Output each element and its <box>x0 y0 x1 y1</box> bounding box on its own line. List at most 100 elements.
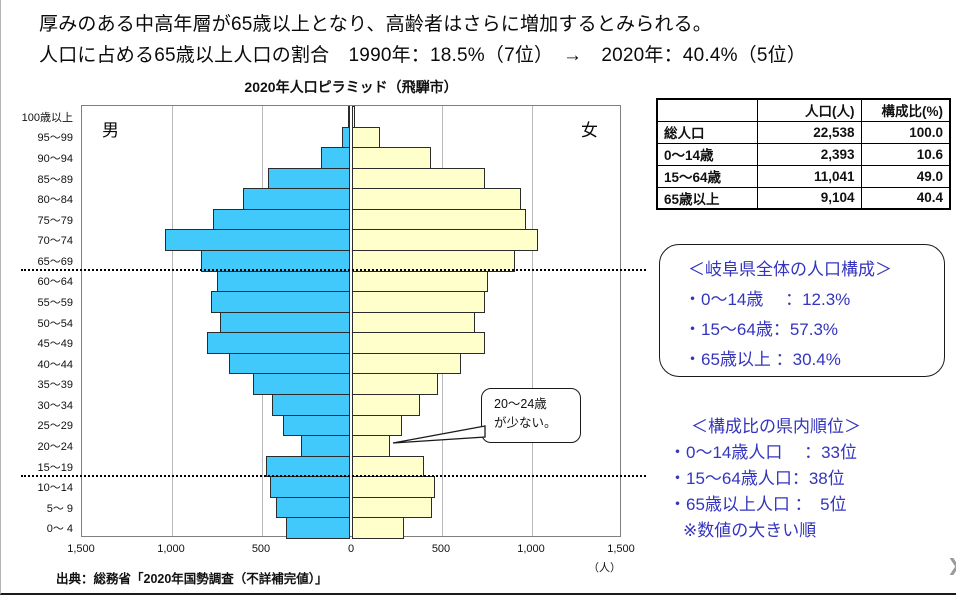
ranking-item: ・15〜64歳人口：38位 <box>669 469 845 488</box>
bar-male-30〜34 <box>271 394 350 416</box>
gridline <box>532 106 533 536</box>
row-65up-label: 65歳以上 <box>656 186 758 210</box>
ranking-item: ・65歳以上人口 ： 5位 <box>669 495 847 514</box>
bar-female-85〜89 <box>352 167 486 190</box>
bar-female-0〜 4 <box>352 517 405 539</box>
bar-female-90〜94 <box>352 147 432 169</box>
bar-male-35〜39 <box>252 373 350 395</box>
ranking-item: ・0〜14歳人口 ：33位 <box>669 443 857 462</box>
row-total-pct: 100.0 <box>860 120 951 144</box>
x-tick-label: 1,000 <box>517 543 545 555</box>
age-tick-label: 95〜99 <box>37 132 73 145</box>
table-header-ratio: 構成比(%) <box>860 98 951 122</box>
chart-title: 2020年人口ピラミッド（飛騨市） <box>244 79 458 95</box>
bar-female-5〜 9 <box>352 496 433 519</box>
age-tick-label: 55〜59 <box>37 296 73 309</box>
bar-female-50〜54 <box>352 311 476 334</box>
age-tick-label: 70〜74 <box>37 235 73 248</box>
bar-female-70〜74 <box>352 229 539 251</box>
bar-male-45〜49 <box>206 332 350 354</box>
age-tick-label: 25〜29 <box>37 420 73 433</box>
age-tick-label: 75〜79 <box>37 214 73 227</box>
prefecture-box-item: ・15〜64歳：57.3% <box>684 320 839 339</box>
table-header-blank <box>656 98 758 122</box>
annotation-line1: 20〜24歳 <box>494 397 547 411</box>
table-header-population: 人口(人) <box>756 98 862 122</box>
age-tick-label: 65〜69 <box>37 255 73 268</box>
table-row: 0〜14歳 2,393 10.6 <box>656 142 951 166</box>
headline-line2: 人口に占める65歳以上人口の割合 1990年：18.5%（7位） → 2020年… <box>39 45 807 66</box>
prefecture-composition-box: ＜岐阜県全体の人口構成＞ ・0〜14歳 ：12.3% ・15〜64歳：57.3%… <box>659 244 945 377</box>
age-tick-label: 20〜24 <box>37 440 73 453</box>
x-axis-unit: （人） <box>588 562 621 574</box>
age-tick-label: 50〜54 <box>37 317 73 330</box>
bar-male-10〜14 <box>269 476 350 498</box>
bar-male-50〜54 <box>220 311 350 334</box>
bar-male-5〜 9 <box>276 496 350 519</box>
age-axis: 100歳以上 95〜99 90〜94 85〜89 80〜84 75〜79 70〜74 65〜6… <box>1 105 77 537</box>
bar-male-85〜89 <box>268 167 350 190</box>
bar-male-40〜44 <box>229 352 350 375</box>
bar-female-55〜59 <box>352 291 486 313</box>
row-total-pop: 22,538 <box>756 120 862 144</box>
table-row: 15〜64歳 11,041 49.0 <box>656 164 951 188</box>
bar-male-20〜24 <box>300 435 350 457</box>
table-header-row: 人口(人) 構成比(%) <box>656 98 951 122</box>
bar-female-35〜39 <box>352 373 439 395</box>
prefecture-box-item: ・65歳以上 ：30.4% <box>684 350 841 369</box>
age-tick-label: 45〜49 <box>37 338 73 351</box>
bar-female-10〜14 <box>352 476 435 498</box>
row-0-14-pop: 2,393 <box>756 142 862 166</box>
ranking-note: ※数値の大きい順 <box>683 521 817 540</box>
row-65up-pop: 9,104 <box>756 186 862 210</box>
population-table: 人口(人) 構成比(%) 総人口 22,538 100.0 0〜14歳 2,39… <box>656 98 951 210</box>
row-15-64-pop: 11,041 <box>756 164 862 188</box>
age15-dotted-line <box>21 475 646 477</box>
age-tick-label: 35〜39 <box>37 379 73 392</box>
age-tick-label: 85〜89 <box>37 173 73 186</box>
age-tick-label: 5〜 9 <box>46 502 73 515</box>
age-tick-label: 40〜44 <box>37 358 73 371</box>
age-tick-label: 80〜84 <box>37 194 73 207</box>
age-tick-label: 90〜94 <box>37 152 73 165</box>
age-tick-label: 15〜19 <box>37 461 73 474</box>
bar-male-60〜64 <box>216 270 350 293</box>
next-arrow-icon[interactable]: ❯ <box>947 556 956 576</box>
bar-female-30〜34 <box>352 394 421 416</box>
prefecture-box-title: ＜岐阜県全体の人口構成＞ <box>688 260 892 279</box>
bar-female-95〜99 <box>352 126 380 149</box>
x-tick-label: 1,500 <box>67 543 95 555</box>
age-tick-label: 60〜64 <box>37 276 73 289</box>
table-row: 総人口 22,538 100.0 <box>656 120 951 144</box>
row-0-14-label: 0〜14歳 <box>656 142 758 166</box>
bar-female-45〜49 <box>352 332 486 354</box>
x-tick-label: 500 <box>431 543 451 555</box>
age-tick-label: 30〜34 <box>37 399 73 412</box>
age-tick-label: 10〜14 <box>37 482 73 495</box>
bar-female-75〜79 <box>352 208 526 231</box>
bar-male-100歳以上 <box>348 106 350 128</box>
headline-line1: 厚みのある中高年層が65歳以上となり、高齢者はさらに増加するとみられる。 <box>39 14 713 35</box>
annotation-callout: 20〜24歳 が少ない。 <box>481 388 581 443</box>
bar-female-100歳以上 <box>352 106 355 128</box>
gridline <box>172 106 173 536</box>
bar-female-60〜64 <box>352 270 488 293</box>
bar-female-80〜84 <box>352 188 522 210</box>
bar-male-70〜74 <box>164 229 350 251</box>
row-65up-pct: 40.4 <box>860 186 951 210</box>
x-tick-label: 500 <box>251 543 271 555</box>
bar-male-25〜29 <box>282 414 350 437</box>
bar-male-75〜79 <box>213 208 350 231</box>
x-tick-label: 0 <box>347 543 355 555</box>
source-note: 出典：総務省「2020年国勢調査（不詳補完値）」 <box>56 572 328 586</box>
row-0-14-pct: 10.6 <box>860 142 951 166</box>
age65-dotted-line <box>21 269 646 271</box>
age-tick-label: 100歳以上 <box>21 111 73 124</box>
annotation-callout-tail <box>392 425 486 444</box>
ranking-title: ＜構成比の県内順位＞ <box>691 417 861 436</box>
bar-male-90〜94 <box>321 147 350 169</box>
x-tick-label: 1,500 <box>607 543 635 555</box>
prefecture-box-item: ・0〜14歳 ：12.3% <box>684 290 851 309</box>
row-15-64-label: 15〜64歳 <box>656 164 758 188</box>
